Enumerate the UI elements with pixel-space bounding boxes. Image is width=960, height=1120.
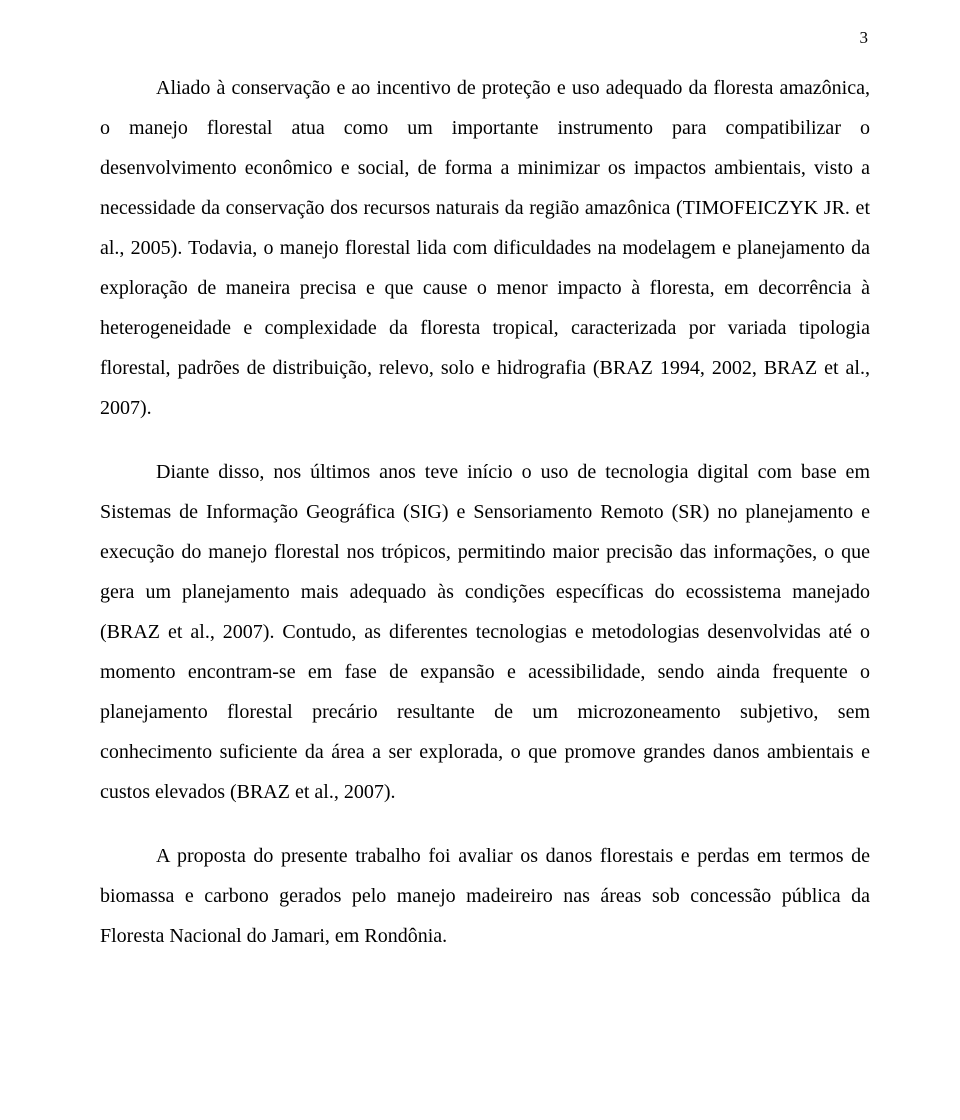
- document-body: Aliado à conservação e ao incentivo de p…: [100, 68, 870, 956]
- page-number: 3: [860, 28, 869, 48]
- paragraph-1: Aliado à conservação e ao incentivo de p…: [100, 68, 870, 428]
- paragraph-2: Diante disso, nos últimos anos teve iníc…: [100, 452, 870, 812]
- paragraph-3: A proposta do presente trabalho foi aval…: [100, 836, 870, 956]
